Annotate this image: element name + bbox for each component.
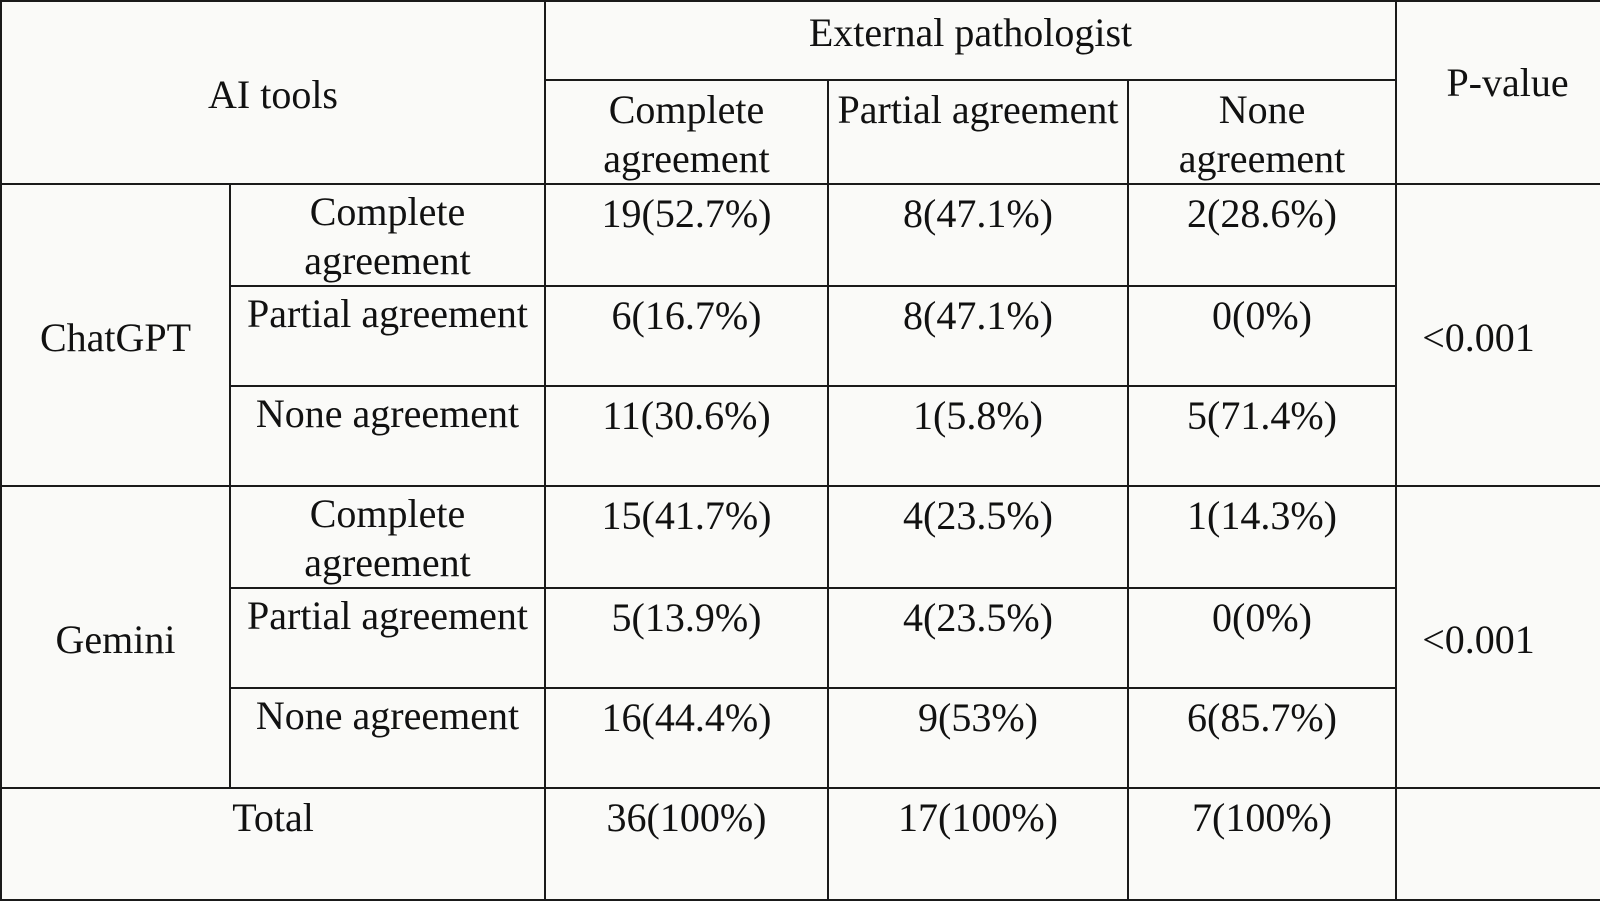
table-cell: 16(44.4%) bbox=[544, 687, 829, 789]
tool-label-chatgpt: ChatGPT bbox=[0, 183, 231, 487]
total-cell: 7(100%) bbox=[1126, 787, 1398, 901]
table-cell: 1(14.3%) bbox=[1126, 485, 1398, 589]
table-row: None agreement 11(30.6%) 1(5.8%) 5(71.4%… bbox=[1, 385, 1600, 487]
table-row: Partial agreement 6(16.7%) 8(47.1%) 0(0%… bbox=[1, 285, 1600, 387]
row-label: None agreement bbox=[229, 687, 546, 789]
row-label: Partial agreement bbox=[229, 587, 546, 689]
table-cell: 11(30.6%) bbox=[544, 385, 829, 487]
header-col-none: None agreement bbox=[1126, 79, 1398, 185]
table-cell: 8(47.1%) bbox=[827, 285, 1129, 387]
table-cell: 2(28.6%) bbox=[1126, 183, 1398, 287]
header-external-pathologist: External pathologist bbox=[543, 0, 1398, 81]
table-cell: 8(47.1%) bbox=[827, 183, 1129, 287]
p-value-chatgpt: <0.001 bbox=[1395, 183, 1600, 487]
total-label: Total bbox=[0, 787, 546, 901]
table-row: None agreement 16(44.4%) 9(53%) 6(85.7%) bbox=[1, 687, 1600, 789]
table-cell: 0(0%) bbox=[1126, 587, 1398, 689]
p-value-text: <0.001 bbox=[1422, 616, 1535, 662]
table-row: ChatGPT Complete agreement 19(52.7%) 8(4… bbox=[0, 183, 1600, 487]
row-label: Partial agreement bbox=[229, 285, 546, 387]
table-cell: 4(23.5%) bbox=[827, 485, 1129, 589]
table-cell: 6(85.7%) bbox=[1126, 687, 1398, 789]
header-col-partial: Partial agreement bbox=[827, 79, 1129, 185]
table-cell: 5(71.4%) bbox=[1126, 385, 1398, 487]
row-label: None agreement bbox=[229, 385, 546, 487]
total-p-value-empty bbox=[1395, 787, 1600, 901]
tool-label-gemini: Gemini bbox=[0, 485, 231, 789]
header-ai-tools: AI tools bbox=[0, 0, 546, 185]
table-cell: 15(41.7%) bbox=[544, 485, 829, 589]
table-cell: 19(52.7%) bbox=[544, 183, 829, 287]
total-row: Total 36(100%) 17(100%) 7(100%) bbox=[0, 787, 1600, 901]
table-cell: 6(16.7%) bbox=[544, 285, 829, 387]
total-cell: 17(100%) bbox=[827, 787, 1129, 901]
header-col-complete: Complete agreement bbox=[544, 79, 829, 185]
table-row: Partial agreement 5(13.9%) 4(23.5%) 0(0%… bbox=[1, 587, 1600, 689]
row-label: Complete agreement bbox=[229, 183, 546, 287]
table-cell: 9(53%) bbox=[827, 687, 1129, 789]
row-label: Complete agreement bbox=[229, 485, 546, 589]
total-cell: 36(100%) bbox=[544, 787, 829, 901]
table-cell: 1(5.8%) bbox=[827, 385, 1129, 487]
table-cell: 5(13.9%) bbox=[544, 587, 829, 689]
header-p-value: P-value bbox=[1395, 0, 1600, 185]
p-value-gemini: <0.001 bbox=[1395, 485, 1600, 789]
table-row: Gemini Complete agreement 15(41.7%) 4(23… bbox=[0, 485, 1600, 789]
table-cell: 4(23.5%) bbox=[827, 587, 1129, 689]
table-cell: 0(0%) bbox=[1126, 285, 1398, 387]
p-value-text: <0.001 bbox=[1422, 314, 1535, 360]
